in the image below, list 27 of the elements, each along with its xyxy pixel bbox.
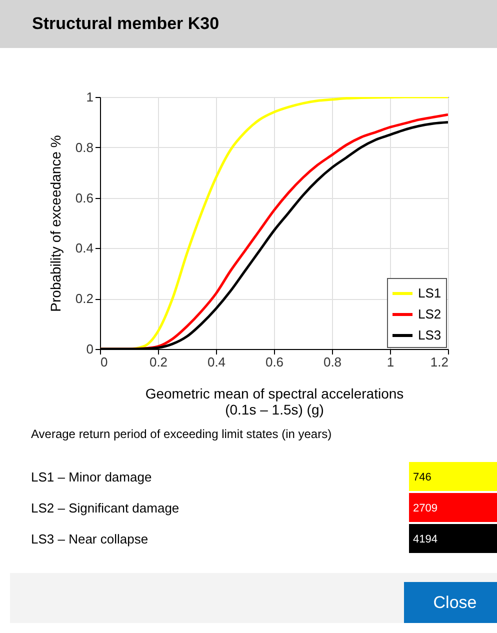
y-tick-label: 1 — [86, 90, 94, 104]
x-tick-label: 0.6 — [265, 354, 284, 370]
chart-title: Structural member K30 — [32, 14, 220, 33]
x-tick-label: 0.2 — [149, 354, 168, 370]
x-tick-label: 1.2 — [430, 354, 448, 370]
y-tick-label: 0 — [86, 342, 94, 356]
data-label: 4194 — [413, 534, 438, 546]
y-axis-title: Probability of exceedance % — [47, 135, 64, 312]
category-label: LS2 – Significant damage — [31, 500, 180, 516]
x-tick-label: 1 — [386, 354, 394, 370]
legend-label: LS1 — [418, 286, 442, 300]
category-label: LS3 – Near collapse — [31, 532, 148, 546]
data-label: 2709 — [413, 502, 438, 514]
y-tick-label: 0.4 — [75, 240, 94, 256]
text: Close — [433, 593, 477, 612]
legend-label: LS3 — [418, 328, 442, 342]
legend-label: LS2 — [418, 306, 442, 322]
x-tick-label: 0.8 — [323, 354, 342, 370]
category-label: LS1 – Minor damage — [31, 470, 152, 484]
y-tick-label: 0.8 — [75, 140, 94, 155]
x-tick-label: 0 — [100, 354, 108, 370]
x-axis-title: Geometric mean of spectral accelerations (0.1s – 1.5s) (g) — [145, 386, 404, 418]
y-tick-label: 0.6 — [75, 190, 94, 206]
data-label: 746 — [413, 472, 432, 484]
text: Average return period of exceeding limit states (in years) — [31, 427, 332, 441]
y-tick-label: 0.2 — [75, 291, 94, 306]
x-tick-label: 0.4 — [207, 354, 226, 370]
